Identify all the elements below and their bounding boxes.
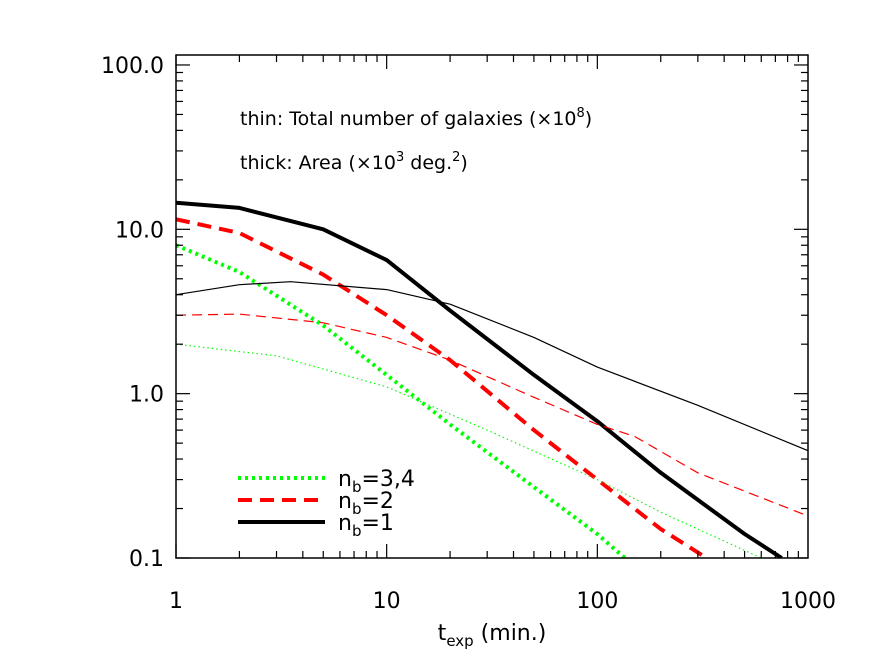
series-line-thick-n-b-1 — [176, 200, 783, 558]
y-tick-label: 0.1 — [129, 547, 164, 572]
plot-area — [176, 200, 808, 558]
x-tick-label: 1 — [169, 589, 183, 614]
legend-label: nb=1 — [338, 511, 394, 540]
y-tick-label: 100.0 — [101, 54, 164, 79]
x-tick-label: 1000 — [780, 589, 836, 614]
plot-frame — [175, 54, 809, 559]
y-tick-label: 1.0 — [129, 383, 164, 408]
y-tick-label: 10.0 — [115, 218, 164, 243]
legend-label: nb=3,4 — [338, 467, 415, 496]
series-line-thin-n-b-1 — [176, 281, 808, 452]
series-line-thick-n-b-2 — [176, 217, 708, 558]
axes: 1 10 100 1000 0.1 1.0 10.0 100.0 — [101, 54, 836, 614]
series-line-thick-n-b-3-4 — [176, 243, 627, 558]
legend-label: nb=2 — [338, 489, 394, 518]
x-tick-label: 100 — [576, 589, 618, 614]
series-line-thin-n-b-2 — [176, 313, 808, 517]
annotation-thick: thick: Area (×103 deg.2) — [240, 150, 468, 174]
x-tick-label: 10 — [373, 589, 401, 614]
annotation-thin: thin: Total number of galaxies (×108) — [240, 106, 592, 130]
series-line-thin-n-b-3-4 — [176, 343, 762, 558]
legend: nb=3,4nb=2nb=1 — [238, 467, 415, 540]
x-axis-label: texp (min.) — [438, 621, 547, 650]
